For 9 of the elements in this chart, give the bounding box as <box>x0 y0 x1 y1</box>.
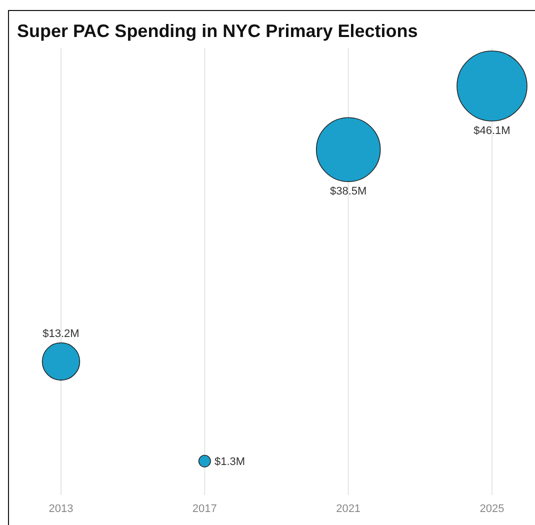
data-label: $1.3M <box>214 456 246 468</box>
x-tick-label: 2017 <box>192 503 217 515</box>
x-tick-label: 2021 <box>336 503 361 515</box>
data-label: $13.2M <box>42 328 80 340</box>
data-label: $38.5M <box>330 186 367 198</box>
data-label: $46.1M <box>474 125 510 137</box>
chart-title: Super PAC Spending in NYC Primary Elections <box>17 21 418 41</box>
x-tick-label: 2025 <box>480 503 504 515</box>
x-tick-label: 2013 <box>48 503 74 515</box>
